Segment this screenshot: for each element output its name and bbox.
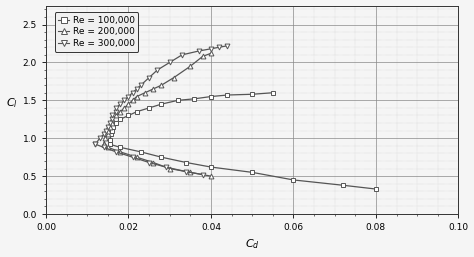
X-axis label: $C_d$: $C_d$ xyxy=(245,238,260,251)
Y-axis label: $C_l$: $C_l$ xyxy=(6,96,18,110)
Legend: Re = 100,000, Re = 200,000, Re = 300,000: Re = 100,000, Re = 200,000, Re = 300,000 xyxy=(55,12,138,52)
